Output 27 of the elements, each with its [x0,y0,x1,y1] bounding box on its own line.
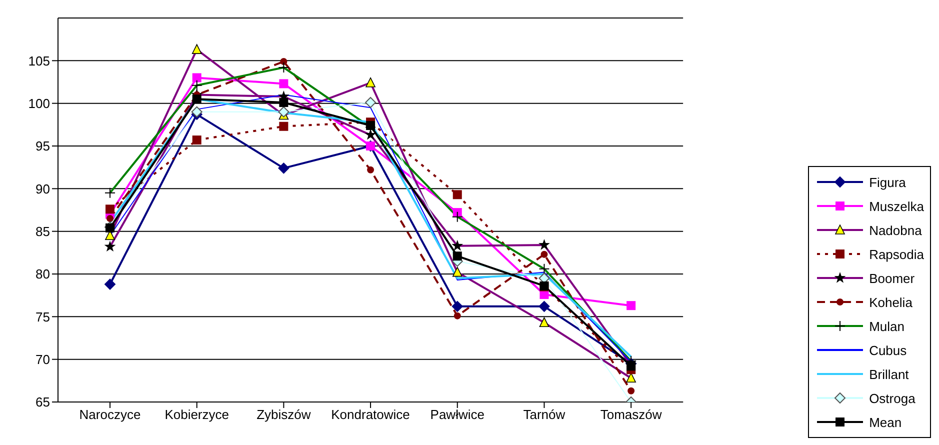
legend-label: Cubus [869,342,907,358]
y-tick-label: 100 [28,96,50,111]
x-tick-label: Pawłwice [430,407,484,422]
x-tick-label: Kobierzyce [164,407,229,422]
legend-label: Muszelka [869,198,924,214]
legend-label: Rapsodia [869,246,924,262]
legend-label: Brillant [869,366,909,382]
y-tick-label: 95 [36,138,50,154]
x-tick-label: Tarnów [523,407,566,422]
x-tick-label: Kondratowice [331,407,410,422]
x-tick-label: Zybiszów [256,407,312,422]
legend-label: Figura [869,174,906,190]
y-tick-label: 70 [36,352,50,367]
x-tick-label: Naroczyce [79,407,141,422]
y-tick-label: 90 [36,181,50,196]
y-tick-label: 85 [36,224,50,239]
x-tick-label: Tomaszów [600,407,662,422]
y-tick-label: 105 [28,53,50,68]
legend-label: Kohelia [869,294,912,310]
legend-label: Mean [869,414,902,430]
y-tick-label: 65 [36,394,50,410]
legend-label: Mulan [869,318,904,334]
legend-label: Nadobna [869,222,922,238]
y-tick-label: 75 [36,309,50,324]
y-tick-label: 80 [36,266,50,282]
legend-label: Boomer [869,270,915,286]
legend-label: Ostroga [869,390,916,406]
